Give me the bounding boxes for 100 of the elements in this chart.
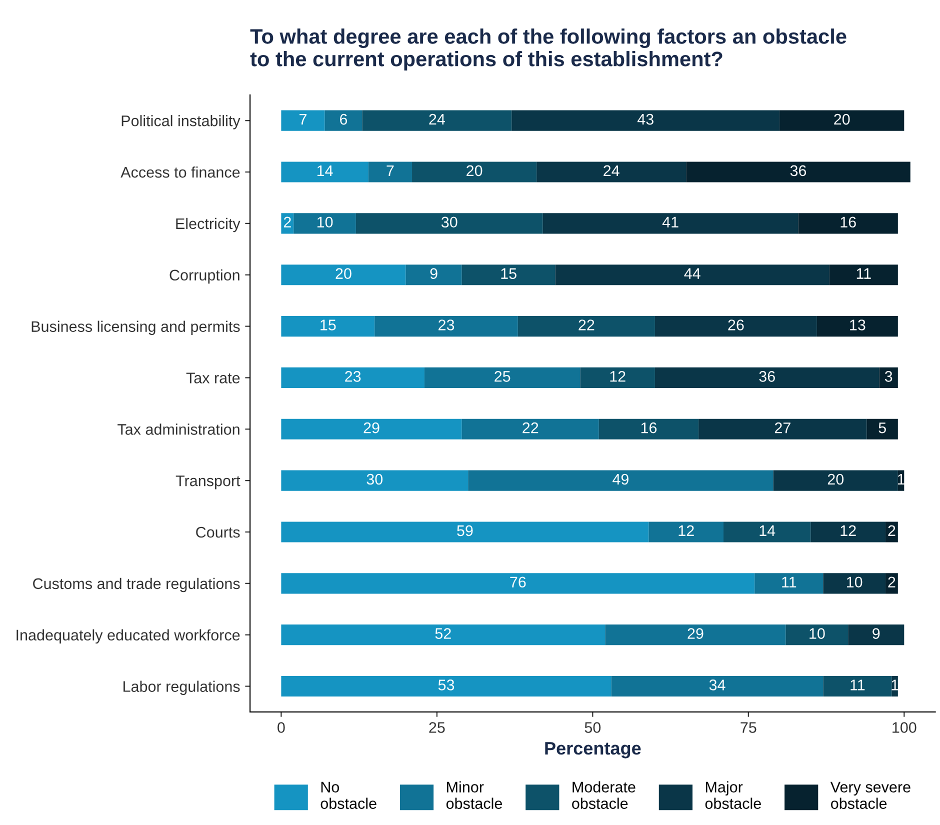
bar: [786, 624, 848, 646]
data-label: 76: [510, 576, 526, 588]
data-label: 2: [888, 525, 896, 536]
bar: [698, 418, 867, 440]
bar: [374, 316, 518, 337]
legend-label: Major obstacle: [705, 781, 761, 809]
data-label: 44: [684, 268, 700, 279]
bar: [823, 573, 886, 594]
bar: [281, 162, 368, 182]
data-label: 16: [641, 422, 657, 434]
data-label: 12: [840, 525, 856, 536]
data-label: 49: [612, 474, 628, 485]
data-label: 36: [759, 370, 775, 382]
data-label: 12: [610, 370, 626, 382]
bar: [598, 418, 699, 440]
data-label: 11: [850, 680, 865, 690]
bar: [654, 316, 817, 337]
data-label: 15: [320, 320, 336, 330]
chart-title: To what degree are each of the following factors an obstacle to the current operations of this establishment?: [250, 28, 846, 70]
data-label: 20: [828, 474, 844, 485]
bar: [406, 264, 462, 286]
legend-label: Very severe obstacle: [830, 782, 910, 809]
bar: [611, 676, 824, 697]
bar: [412, 162, 537, 182]
data-label: 10: [846, 576, 862, 588]
legend-label: No obstacle: [320, 782, 376, 809]
bar: [281, 418, 462, 440]
bar: [281, 316, 375, 337]
bar: [754, 573, 824, 594]
data-label: 23: [345, 370, 361, 382]
data-label: 36: [790, 165, 806, 176]
data-label: 10: [317, 216, 333, 228]
bar: [468, 470, 774, 491]
data-label: 25: [494, 370, 510, 382]
y-tick-label: Customs and trade regulations: [33, 578, 240, 592]
y-tick-label: Electricity: [176, 218, 240, 232]
y-tick-label: Transport: [176, 476, 240, 490]
data-label: 43: [637, 114, 654, 125]
data-label: 2: [888, 576, 896, 588]
bar: [281, 624, 606, 646]
x-axis-title: Percentage: [545, 742, 641, 758]
data-label: 26: [728, 320, 744, 330]
bar: [723, 522, 811, 542]
y-tick-label: Tax administration: [118, 424, 240, 435]
bar: [536, 162, 686, 182]
bar: [798, 213, 898, 234]
bar: [580, 367, 655, 388]
bar: [281, 264, 406, 286]
bar: [654, 367, 880, 388]
bar: [424, 367, 580, 388]
data-label: 23: [438, 320, 454, 330]
data-label: 9: [872, 628, 880, 639]
data-label: 20: [466, 165, 482, 176]
data-label: 20: [834, 114, 850, 125]
bar: [605, 624, 786, 646]
y-tick-label: Tax rate: [186, 372, 240, 384]
bar: [885, 522, 898, 542]
x-tick-label: 100: [892, 722, 916, 733]
bar: [362, 110, 512, 131]
bar: [294, 213, 356, 234]
bar: [281, 470, 468, 491]
bar: [648, 522, 724, 542]
data-label: 27: [774, 422, 790, 434]
data-label: 14: [317, 165, 333, 176]
legend-label: Minor obstacle: [446, 781, 502, 809]
bar: [866, 418, 898, 440]
bar: [879, 367, 898, 388]
data-label: 24: [604, 165, 620, 176]
data-label: 13: [850, 320, 866, 330]
bar: [281, 110, 325, 131]
y-tick-label: Access to finance: [120, 166, 240, 178]
data-label: 20: [336, 268, 352, 279]
data-label: 7: [386, 165, 394, 176]
bar: [823, 676, 892, 697]
bar: [816, 316, 898, 337]
data-label: 16: [840, 216, 856, 228]
data-label: 59: [457, 525, 473, 536]
bar: [462, 264, 556, 286]
x-tick-label: 50: [584, 722, 601, 733]
data-label: 52: [435, 628, 451, 639]
data-label: 41: [662, 216, 678, 228]
bar: [518, 316, 655, 337]
data-label: 10: [810, 628, 825, 639]
y-tick-label: Corruption: [170, 269, 240, 284]
data-label: 22: [578, 320, 594, 330]
data-label: 5: [878, 422, 886, 434]
data-label: 30: [366, 474, 383, 485]
y-tick-label: Business licensing and permits: [32, 320, 240, 335]
bar: [773, 470, 898, 491]
bar: [356, 213, 543, 234]
y-tick-label: Political instability: [122, 115, 240, 130]
bar: [462, 418, 599, 440]
bar: [542, 213, 798, 234]
bar: [848, 624, 904, 646]
data-label: 15: [501, 268, 516, 279]
data-label: 9: [430, 268, 438, 279]
data-label: 34: [709, 680, 726, 690]
data-label: 53: [438, 680, 454, 690]
bar: [512, 110, 780, 131]
data-label: 1: [892, 680, 898, 690]
